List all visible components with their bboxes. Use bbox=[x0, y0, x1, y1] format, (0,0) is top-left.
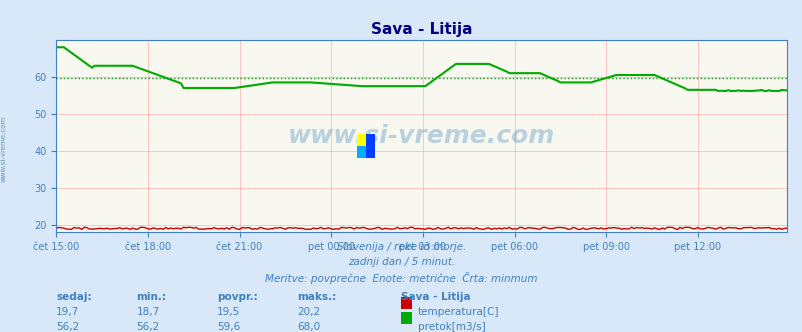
Text: Meritve: povprečne  Enote: metrične  Črta: minmum: Meritve: povprečne Enote: metrične Črta:… bbox=[265, 272, 537, 284]
Text: 59,6: 59,6 bbox=[217, 322, 240, 332]
Text: zadnji dan / 5 minut.: zadnji dan / 5 minut. bbox=[347, 257, 455, 267]
Text: temperatura[C]: temperatura[C] bbox=[417, 307, 498, 317]
Text: 20,2: 20,2 bbox=[297, 307, 320, 317]
Text: 18,7: 18,7 bbox=[136, 307, 160, 317]
Text: www.si-vreme.com: www.si-vreme.com bbox=[288, 124, 554, 148]
Bar bbox=[357, 146, 366, 158]
Text: min.:: min.: bbox=[136, 292, 166, 302]
Text: pretok[m3/s]: pretok[m3/s] bbox=[417, 322, 484, 332]
Text: 68,0: 68,0 bbox=[297, 322, 320, 332]
Text: www.si-vreme.com: www.si-vreme.com bbox=[1, 116, 7, 183]
Bar bbox=[366, 134, 375, 146]
Text: 56,2: 56,2 bbox=[56, 322, 79, 332]
Text: povpr.:: povpr.: bbox=[217, 292, 257, 302]
Text: maks.:: maks.: bbox=[297, 292, 336, 302]
Text: 56,2: 56,2 bbox=[136, 322, 160, 332]
Text: 19,5: 19,5 bbox=[217, 307, 240, 317]
Bar bbox=[366, 146, 375, 158]
Text: 19,7: 19,7 bbox=[56, 307, 79, 317]
Title: Sava - Litija: Sava - Litija bbox=[371, 22, 472, 37]
Text: sedaj:: sedaj: bbox=[56, 292, 91, 302]
Text: Slovenija / reke in morje.: Slovenija / reke in morje. bbox=[336, 242, 466, 252]
Text: Sava - Litija: Sava - Litija bbox=[401, 292, 471, 302]
Bar bbox=[357, 134, 366, 146]
